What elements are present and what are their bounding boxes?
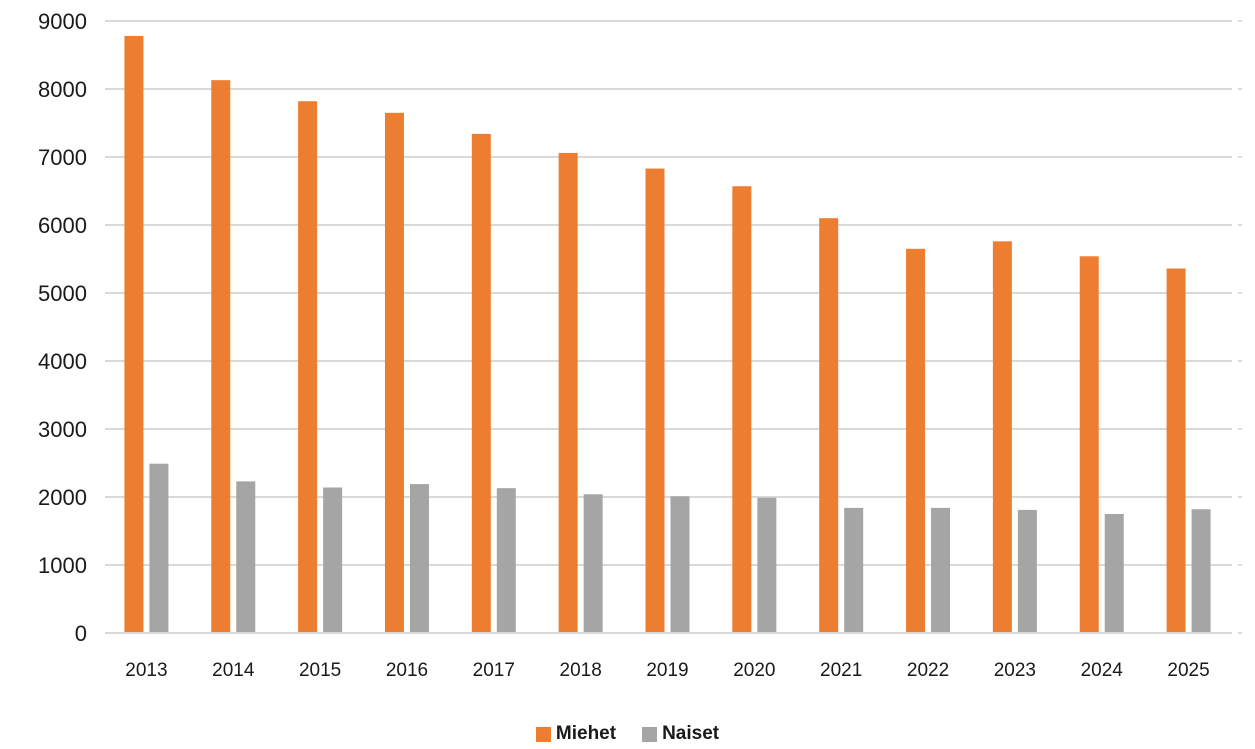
legend-label-miehet: Miehet	[555, 723, 617, 744]
gridlines	[105, 20, 1242, 634]
bar-miehet-2019	[645, 168, 665, 633]
y-tick-label: 7000	[38, 145, 87, 170]
bar-naiset-2025	[1191, 509, 1211, 633]
legend-swatch-miehet	[535, 726, 551, 742]
legend: Miehet Naiset	[0, 723, 1255, 745]
x-tick-label: 2014	[212, 660, 255, 681]
bar-naiset-2021	[844, 507, 864, 633]
legend-item-miehet: Miehet	[535, 723, 617, 745]
bar-naiset-2023	[1017, 509, 1037, 633]
bar-naiset-2013	[149, 463, 169, 633]
bar-miehet-2024	[1079, 256, 1099, 633]
legend-item-naiset: Naiset	[642, 723, 719, 745]
bar-miehet-2018	[558, 152, 578, 634]
bar-naiset-2019	[670, 496, 690, 633]
bar-miehet-2022	[906, 248, 926, 634]
x-tick-label: 2015	[299, 660, 341, 681]
bar-miehet-2023	[992, 241, 1012, 633]
x-tick-label: 2024	[1081, 660, 1124, 681]
legend-label-naiset: Naiset	[662, 723, 720, 744]
y-tick-label: 9000	[38, 9, 87, 34]
bars	[124, 35, 1211, 634]
bar-naiset-2020	[757, 497, 777, 633]
x-tick-label: 2013	[125, 660, 167, 681]
y-tick-label: 3000	[38, 417, 87, 442]
x-tick-label: 2018	[560, 660, 602, 681]
x-tick-label: 2022	[907, 660, 949, 681]
x-tick-label: 2023	[994, 660, 1036, 681]
bar-miehet-2025	[1166, 268, 1186, 633]
y-axis-ticks: 0 1000 2000 3000 4000 5000 6000 7000 8000 9000	[38, 9, 87, 646]
y-tick-label: 1000	[38, 553, 87, 578]
bar-naiset-2015	[323, 487, 343, 633]
bar-miehet-2021	[819, 218, 839, 633]
x-tick-label: 2017	[473, 660, 515, 681]
bar-naiset-2018	[583, 494, 603, 633]
x-axis-ticks: 2013 2014 2015 2016 2017 2018 2019 2020 2021 2022…	[125, 660, 1209, 681]
y-tick-label: 5000	[38, 281, 87, 306]
bar-naiset-2024	[1104, 514, 1124, 633]
legend-swatch-naiset	[642, 726, 658, 742]
bar-naiset-2017	[496, 488, 516, 633]
bar-naiset-2022	[931, 507, 951, 633]
y-tick-label: 2000	[38, 485, 87, 510]
bar-miehet-2016	[384, 112, 404, 634]
y-tick-label: 4000	[38, 349, 87, 374]
bar-miehet-2020	[732, 186, 752, 634]
x-tick-label: 2019	[646, 660, 688, 681]
y-tick-label: 6000	[38, 213, 87, 238]
x-tick-label: 2020	[733, 660, 775, 681]
x-tick-label: 2025	[1167, 660, 1209, 681]
x-tick-label: 2021	[820, 660, 862, 681]
y-tick-label: 8000	[38, 77, 87, 102]
bar-naiset-2016	[409, 484, 429, 633]
y-tick-label: 0	[75, 621, 87, 646]
bar-miehet-2014	[211, 80, 231, 633]
bar-naiset-2014	[236, 481, 256, 633]
bar-miehet-2017	[471, 133, 491, 633]
bar-miehet-2015	[298, 101, 318, 634]
x-tick-label: 2016	[386, 660, 428, 681]
bar-miehet-2013	[124, 35, 144, 633]
